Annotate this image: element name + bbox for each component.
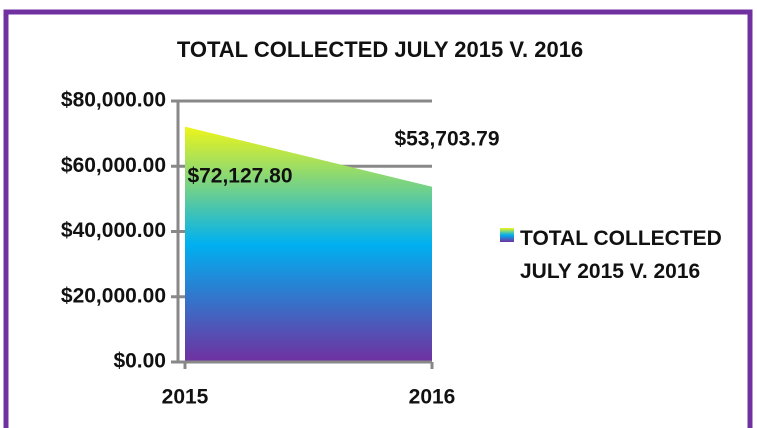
y-tick-label: $20,000.00 [61, 284, 166, 307]
area [185, 126, 432, 363]
y-tick-label: $80,000.00 [61, 89, 166, 112]
chart-border [3, 9, 753, 428]
data-label: $53,703.79 [394, 128, 499, 151]
y-tick-label: $60,000.00 [61, 154, 166, 177]
x-tick-label: 2015 [162, 386, 209, 409]
chart-title: TOTAL COLLECTED JULY 2015 V. 2016 [177, 37, 583, 62]
y-tick-label: $40,000.00 [61, 219, 166, 242]
y-tick-label: $0.00 [113, 350, 166, 373]
legend-swatch [500, 228, 514, 242]
x-tick-label: 2016 [409, 386, 456, 409]
legend-label: TOTAL COLLECTED JULY 2015 V. 2016 [520, 227, 722, 283]
data-label: $72,127.80 [187, 165, 292, 188]
